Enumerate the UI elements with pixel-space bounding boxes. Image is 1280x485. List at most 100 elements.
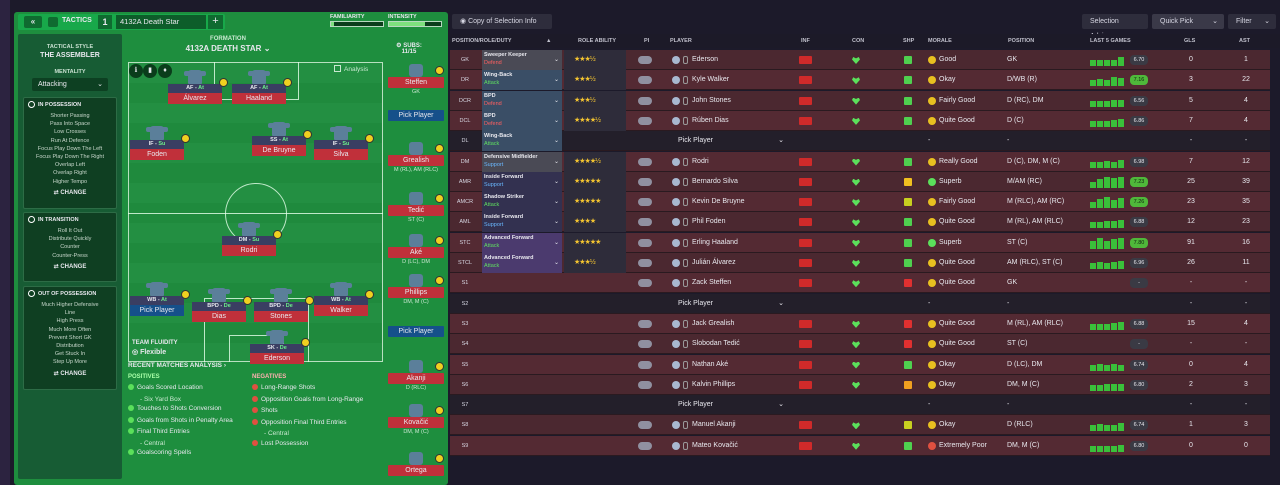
col-last-5-games[interactable]: LAST 5 GAMES: [1090, 38, 1131, 44]
col-con[interactable]: CON: [852, 38, 865, 44]
pick-player-select[interactable]: Pick Player ⌄: [678, 294, 784, 314]
tactical-style-name[interactable]: THE ASSEMBLER: [40, 52, 100, 59]
role-duty-select[interactable]: Wing-Back Attack ⌄: [482, 70, 562, 91]
col-role-ability[interactable]: ROLE ABILITY: [578, 38, 616, 44]
player-instructions-icon[interactable]: [636, 233, 654, 253]
player-cell[interactable]: Julián Álvarez: [670, 253, 790, 273]
player-instructions-icon[interactable]: [636, 375, 654, 395]
player-cell[interactable]: Erling Haaland: [670, 233, 790, 253]
player-name[interactable]: Haaland: [232, 93, 286, 104]
player-instructions-icon[interactable]: [636, 415, 654, 435]
table-row[interactable]: S6 Kalvin Phillips Okay DM, M (C) 6.80 2 3: [450, 374, 1270, 395]
formation-dropdown[interactable]: 4132A DEATH STAR ⌄: [128, 44, 328, 53]
table-row[interactable]: S5 Nathan Aké Okay D (LC), DM 6.74 0 4: [450, 354, 1270, 375]
player-cell[interactable]: Ederson: [670, 50, 790, 70]
role-duty-select[interactable]: Wing-Back Attack ⌄: [482, 131, 562, 152]
filter-button[interactable]: Filter ⌄: [1228, 14, 1276, 29]
player-cell[interactable]: Jack Grealish: [670, 314, 790, 334]
player-instructions-icon[interactable]: [636, 253, 654, 273]
table-row[interactable]: DCR BPD Defend ⌄ ★★★½ John Stones Fairly Good D…: [450, 90, 1270, 111]
player-instructions-icon[interactable]: [636, 111, 654, 131]
table-row[interactable]: S3 Jack Grealish Quite Good M (RL), AM (RLC…: [450, 313, 1270, 334]
add-tactic-button[interactable]: +: [208, 15, 223, 29]
role-duty-select[interactable]: Advanced Forward Attack ⌄: [482, 253, 562, 273]
quick-pick-button[interactable]: Quick Pick ⌄: [1152, 14, 1224, 29]
pitch-player-card[interactable]: IF - Su Silva: [314, 126, 374, 160]
tactic-name-dropdown[interactable]: 4132A Death Star: [116, 15, 206, 29]
sub-player-name[interactable]: Akanji: [388, 373, 444, 384]
sub-player-card[interactable]: Steffen GK: [388, 64, 444, 97]
player-instructions-icon[interactable]: [636, 273, 654, 293]
table-row[interactable]: STCL Advanced Forward Attack ⌄ ★★★½ Julián Ál…: [450, 253, 1270, 273]
player-instructions-icon[interactable]: [636, 355, 654, 375]
sub-player-card[interactable]: Pick Player: [388, 320, 444, 337]
player-instructions-icon[interactable]: [636, 172, 654, 192]
player-name[interactable]: Rodri: [222, 245, 276, 256]
table-row[interactable]: AMCR Shadow Striker Attack ⌄ ★★★★★ Kevin De B…: [450, 192, 1270, 213]
player-instructions-icon[interactable]: [636, 334, 654, 354]
table-row[interactable]: DL Wing-Back Attack ⌄ Pick Player ⌄ - - - -: [450, 131, 1270, 152]
col-assists[interactable]: AST: [1239, 38, 1250, 44]
player-instructions-icon[interactable]: [636, 91, 654, 111]
sub-player-name[interactable]: Phillips: [388, 287, 444, 298]
sub-player-card[interactable]: Kovačić DM, M (C): [388, 404, 444, 437]
table-row[interactable]: S8 Manuel Akanji Okay D (RLC) 6.74 1 3: [450, 415, 1270, 436]
player-name[interactable]: Walker: [314, 305, 368, 316]
pitch-player-card[interactable]: AF - At Álvarez: [168, 70, 228, 104]
player-cell[interactable]: Mateo Kovačić: [670, 436, 790, 456]
bar-chart-icon[interactable]: ▮: [143, 64, 157, 78]
col-position-role-duty[interactable]: POSITION/ROLE/DUTY: [452, 38, 512, 44]
player-instructions-icon[interactable]: [636, 50, 654, 70]
sub-player-name[interactable]: Ortega: [388, 465, 444, 476]
player-name[interactable]: Silva: [314, 149, 368, 160]
sub-player-name[interactable]: Pick Player: [388, 110, 444, 121]
pitch-player-card[interactable]: WB - At Pick Player: [130, 282, 190, 316]
player-name[interactable]: Ederson: [250, 353, 304, 364]
role-duty-select[interactable]: Sweeper Keeper Defend ⌄: [482, 50, 562, 70]
col-pi[interactable]: PI: [644, 38, 650, 44]
pitch-player-card[interactable]: SS - At De Bruyne: [252, 122, 312, 156]
role-duty-select[interactable]: Inside Forward Support ⌄: [482, 212, 562, 233]
table-row[interactable]: S2 Pick Player ⌄ - - - -: [450, 293, 1270, 314]
player-name[interactable]: Pick Player: [130, 305, 184, 316]
table-row[interactable]: AMR Inside Forward Support ⌄ ★★★★★ Bernardo S…: [450, 171, 1270, 192]
role-duty-select[interactable]: Defensive Midfielder Support ⌄: [482, 151, 562, 172]
player-cell[interactable]: Slobodan Tedić: [670, 334, 790, 354]
player-name[interactable]: Álvarez: [168, 93, 222, 104]
analysis-toggle[interactable]: Analysis: [334, 65, 368, 73]
pitch-player-card[interactable]: IF - Su Foden: [130, 126, 190, 160]
player-instructions-icon[interactable]: [636, 212, 654, 232]
player-cell[interactable]: Phil Foden: [670, 212, 790, 232]
in-possession-change-button[interactable]: ⇄ CHANGE: [53, 189, 87, 196]
col-player[interactable]: PLAYER: [670, 38, 692, 44]
sub-player-name[interactable]: Pick Player: [388, 326, 444, 337]
sub-player-card[interactable]: Tedić ST (C): [388, 192, 444, 225]
sub-player-name[interactable]: Aké: [388, 247, 444, 258]
pitch-player-card[interactable]: BPD - De Dias: [192, 288, 252, 322]
player-instructions-icon[interactable]: [636, 152, 654, 172]
role-duty-select[interactable]: Shadow Striker Attack ⌄: [482, 192, 562, 213]
role-duty-select[interactable]: Inside Forward Support ⌄: [482, 171, 562, 192]
info-icon[interactable]: ℹ: [129, 64, 143, 78]
role-duty-select[interactable]: BPD Defend ⌄: [482, 90, 562, 111]
sub-player-name[interactable]: Kovačić: [388, 417, 444, 428]
selection-advice-button[interactable]: Selection Advice: [1082, 14, 1148, 40]
copy-selection-info-button[interactable]: ◉ Copy of Selection Info ⌄: [452, 14, 552, 40]
sub-player-name[interactable]: Tedić: [388, 205, 444, 216]
sub-player-card[interactable]: Akanji D (RLC): [388, 360, 444, 393]
player-cell[interactable]: John Stones: [670, 91, 790, 111]
player-name[interactable]: De Bruyne: [252, 145, 306, 156]
player-cell[interactable]: Kevin De Bruyne: [670, 192, 790, 212]
col-morale[interactable]: MORALE: [928, 38, 952, 44]
player-instructions-icon[interactable]: [636, 70, 654, 90]
in-transition-change-button[interactable]: ⇄ CHANGE: [53, 263, 87, 270]
mentality-select[interactable]: Attacking ⌄: [32, 78, 108, 91]
table-row[interactable]: DCL BPD Defend ⌄ ★★★★½ Rúben Dias Quite Good D …: [450, 110, 1270, 131]
pick-player-select[interactable]: Pick Player ⌄: [678, 131, 784, 151]
player-cell[interactable]: Kalvin Phillips: [670, 375, 790, 395]
player-name[interactable]: Foden: [130, 149, 184, 160]
role-duty-select[interactable]: BPD Defend ⌄: [482, 110, 562, 131]
player-cell[interactable]: Bernardo Silva: [670, 172, 790, 192]
pitch-player-card[interactable]: DM - Su Rodri: [222, 222, 282, 256]
player-instructions-icon[interactable]: [636, 436, 654, 456]
